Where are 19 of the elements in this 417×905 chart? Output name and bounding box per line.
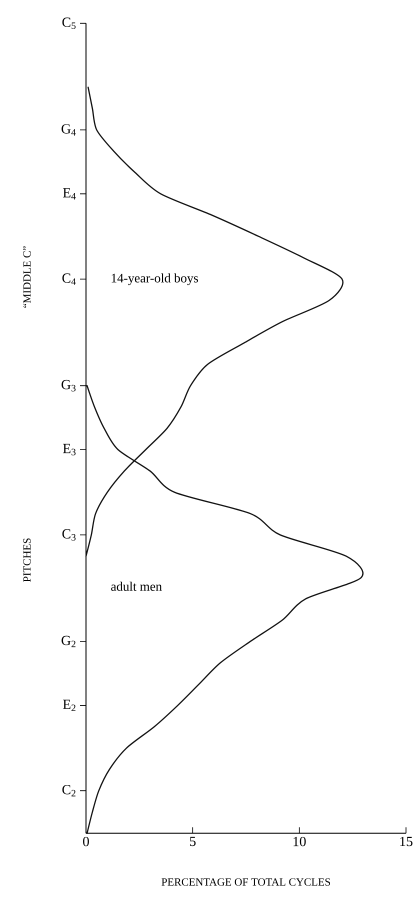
y-tick-label: C$_{4}$ bbox=[62, 273, 76, 285]
y-axis-title: PITCHES bbox=[23, 538, 31, 582]
y-tick-label: C$_{3}$ bbox=[62, 529, 76, 541]
x-axis-title: PERCENTAGE OF TOTAL CYCLES bbox=[162, 878, 330, 886]
x-tick-label: 0 bbox=[83, 836, 89, 846]
y-tick-label: C$_{5}$ bbox=[62, 18, 76, 30]
y-tick-label: E$_{3}$ bbox=[62, 444, 76, 456]
y-tick-label: G$_{2}$ bbox=[62, 636, 76, 648]
y-tick-label: G$_{3}$ bbox=[62, 380, 76, 392]
y-tick-label: G$_{4}$ bbox=[62, 124, 76, 136]
y-tick-label: E$_{2}$ bbox=[62, 700, 76, 712]
text: “MIDDLE C” bbox=[23, 246, 31, 308]
text: 14-year-old boys bbox=[112, 273, 198, 286]
y-tick-label: C$_{2}$ bbox=[62, 784, 76, 796]
x-tick-label: 10 bbox=[294, 836, 306, 846]
text: adult men bbox=[111, 582, 162, 591]
x-tick-label: 5 bbox=[190, 836, 196, 846]
y-tick-label: E$_{4}$ bbox=[62, 188, 76, 200]
x-tick-label: 15 bbox=[400, 836, 412, 846]
